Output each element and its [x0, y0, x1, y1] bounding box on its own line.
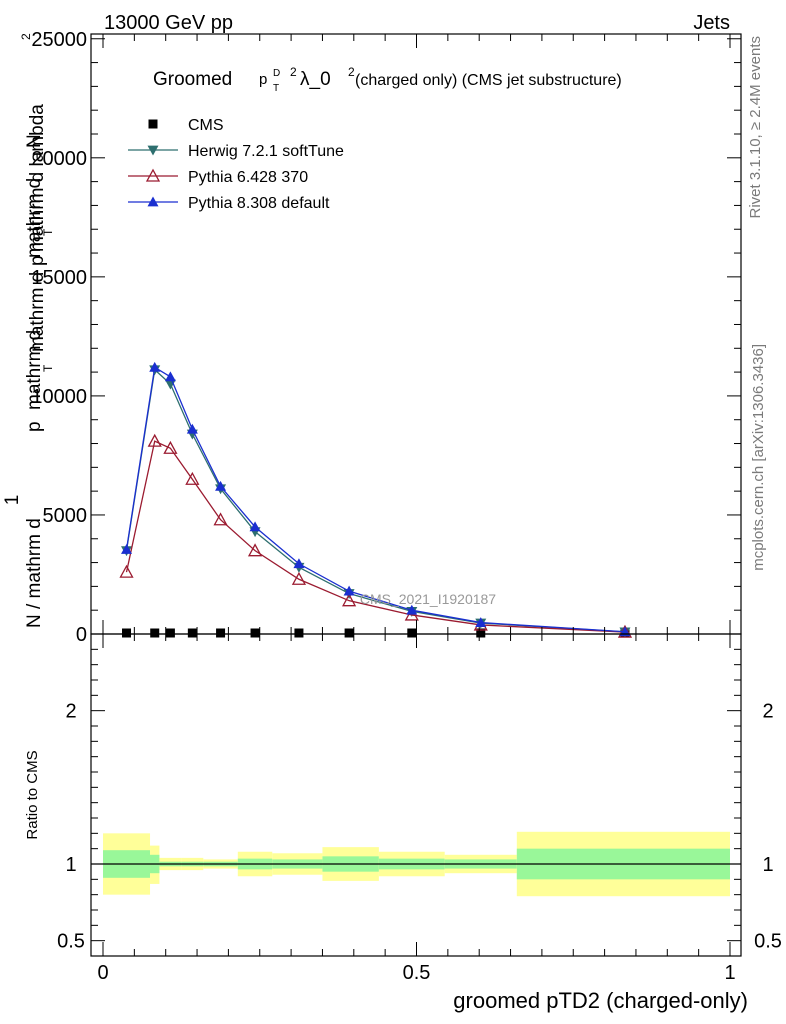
- x-tick-label: 1: [724, 962, 735, 984]
- title-tail: (charged only) (CMS jet substructure): [355, 72, 622, 89]
- ratio-ticks: 0.5 0.5 1 1 2 2 0 0.5 1: [57, 634, 782, 984]
- series-line: [125, 440, 626, 633]
- data-point: [343, 585, 355, 596]
- ylabel-sup-2: 2: [19, 33, 33, 40]
- data-point: [149, 361, 161, 372]
- legend: CMS Herwig 7.2.1 softTune Pythia 6.428 370…: [128, 117, 344, 212]
- data-point: [165, 628, 175, 638]
- rivet-label: Rivet 3.1.10, ≥ 2.4M events: [747, 36, 764, 219]
- legend-label: Herwig 7.2.1 softTune: [188, 143, 344, 160]
- ylabel-dn-lower: N / mathrm d: [24, 518, 45, 628]
- data-point: [247, 543, 263, 557]
- header-right: Jets: [693, 12, 730, 34]
- header-left: 13000 GeV pp: [104, 12, 233, 34]
- series-3: [121, 361, 631, 637]
- data-point: [342, 593, 357, 607]
- data-point: [407, 628, 417, 638]
- data-point: [164, 371, 176, 382]
- title-sub-t: T: [273, 83, 279, 94]
- data-point: [475, 617, 487, 627]
- y-axis-label: 1 mathrm d N mathrm d p mathrm d lambda …: [2, 33, 55, 628]
- y-tick-label: 10000: [31, 386, 87, 408]
- data-point: [216, 628, 226, 638]
- title-p: p: [259, 71, 267, 88]
- ratio-y-label: Ratio to CMS: [24, 750, 41, 839]
- ylabel-sub-t2: T: [41, 228, 55, 236]
- y-tick-label: 5000: [43, 505, 88, 527]
- ylabel-dp: mathrm d: [27, 272, 48, 352]
- data-point: [186, 423, 198, 434]
- x-tick-label: 0.5: [403, 962, 431, 984]
- data-point: [185, 471, 200, 485]
- legend-label: Pythia 8.308 default: [188, 195, 330, 212]
- data-point: [406, 604, 418, 615]
- legend-marker: [145, 168, 161, 182]
- legend-marker: [148, 119, 158, 129]
- ratio-y-tick-label: 0.5: [57, 931, 85, 953]
- title-lambda: λ_0: [300, 69, 331, 90]
- y-tick-label: 15000: [31, 267, 87, 289]
- ratio-y-tick-label-right: 1: [762, 854, 773, 876]
- main-ticks: 0 5000 10000 15000 20000 25000: [31, 29, 741, 646]
- data-point: [291, 571, 307, 585]
- data-point: [249, 521, 261, 532]
- watermark: CMS_2021_I1920187: [360, 591, 496, 607]
- title-sup-2b: 2: [348, 65, 355, 79]
- ylabel-sub-t1: T: [41, 364, 55, 372]
- series-0: [122, 628, 630, 638]
- legend-label: Pythia 6.428 370: [188, 169, 308, 186]
- y-tick-label: 0: [76, 624, 87, 646]
- data-point: [476, 628, 486, 638]
- data-point: [119, 564, 134, 578]
- ylabel-dn: mathrm d: [24, 178, 45, 258]
- data-point: [121, 543, 133, 554]
- title-prefix: Groomed: [153, 69, 232, 90]
- data-point: [163, 440, 178, 454]
- chart-title: Groomed p D T 2 λ_0 2 (charged only) (CM…: [153, 65, 622, 94]
- svg-text:Groomed: Groomed: [153, 69, 232, 90]
- ylabel-d-lower: mathrm d: [24, 330, 45, 410]
- title-sup-2: 2: [290, 65, 297, 79]
- ratio-panel: 0.5 0.5 1 1 2 2 0 0.5 1 Ratio to CMS groomed pTD…: [24, 633, 782, 1013]
- data-point: [150, 628, 160, 638]
- ylabel-p: p: [24, 421, 45, 432]
- ylabel-p2: p: [27, 255, 48, 266]
- y-tick-label: 25000: [31, 29, 87, 51]
- data-point: [187, 628, 197, 638]
- ylabel-n: N: [24, 134, 45, 148]
- data-point: [294, 628, 304, 638]
- ratio-y-tick-label: 1: [65, 854, 76, 876]
- data-point: [293, 558, 305, 569]
- ratio-y-tick-label-right: 2: [762, 701, 773, 723]
- x-tick-label: 0: [97, 962, 108, 984]
- main-panel: CMS_2021_I1920187 0 5000 10000 15000 20000 25…: [2, 29, 742, 646]
- data-point: [213, 512, 228, 526]
- title-sup-d: D: [273, 68, 280, 79]
- data-point: [122, 628, 132, 638]
- data-point: [147, 433, 162, 447]
- data-point: [344, 628, 354, 638]
- ratio-y-tick-label: 2: [65, 701, 76, 723]
- ratio-y-tick-label-right: 0.5: [754, 931, 782, 953]
- ratio-frame: [90, 633, 742, 957]
- ylabel-dlambda: mathrm d lambda: [27, 104, 48, 252]
- data-point: [250, 628, 260, 638]
- x-axis-label: groomed pTD2 (charged-only): [453, 988, 748, 1013]
- mcplots-label: mcplots.cern.ch [arXiv:1306.3436]: [750, 344, 767, 571]
- ylabel-one: 1: [2, 495, 23, 506]
- legend-label: CMS: [188, 117, 224, 134]
- legend-marker: [147, 145, 159, 156]
- legend-marker: [147, 196, 159, 207]
- main-series: [119, 361, 633, 638]
- data-point: [215, 480, 227, 491]
- y-tick-label: 20000: [31, 148, 87, 170]
